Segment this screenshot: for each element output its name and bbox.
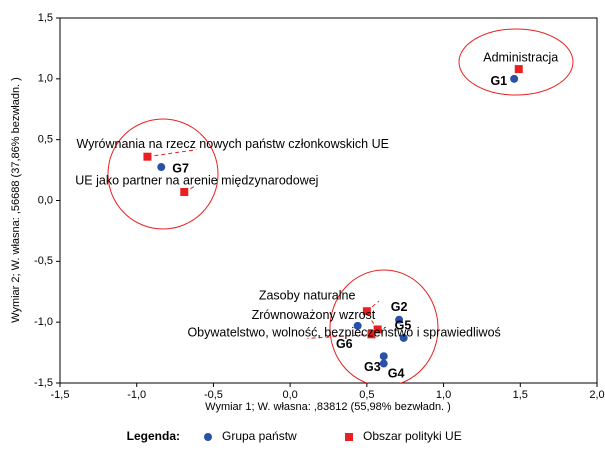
point-label: G4 bbox=[388, 367, 405, 381]
point-label: G1 bbox=[490, 74, 507, 88]
point-label: G2 bbox=[391, 300, 408, 314]
point-label: Wyrównania na rzecz nowych państw członk… bbox=[76, 137, 389, 151]
legend-title: Legenda: bbox=[127, 429, 180, 443]
x-tick-label: -1,0 bbox=[127, 389, 146, 401]
y-tick-label: -1,5 bbox=[34, 377, 53, 389]
point-label: UE jako partner na arenie międzynarodowe… bbox=[75, 173, 318, 187]
leader-line bbox=[147, 149, 197, 158]
y-tick-label: 1,5 bbox=[38, 12, 53, 24]
legend-marker bbox=[345, 433, 353, 441]
point bbox=[180, 187, 189, 196]
cluster-ellipse bbox=[107, 118, 219, 230]
x-tick-label: 0,5 bbox=[359, 389, 374, 401]
point bbox=[157, 163, 166, 172]
y-tick-label: -0,5 bbox=[34, 255, 53, 267]
point bbox=[362, 307, 371, 316]
x-tick-label: 2,0 bbox=[589, 389, 604, 401]
y-tick-label: 1,0 bbox=[38, 73, 53, 85]
legend-label: Obszar polityki UE bbox=[363, 429, 462, 443]
point-label: Zasoby naturalne bbox=[259, 289, 356, 303]
point-label: G3 bbox=[364, 360, 381, 374]
point-label: Administracja bbox=[483, 50, 558, 64]
x-tick-label: 0,0 bbox=[282, 389, 297, 401]
point-label: G7 bbox=[172, 161, 189, 175]
x-tick-label: -0,5 bbox=[204, 389, 223, 401]
point bbox=[399, 333, 408, 342]
y-tick-label: 0,5 bbox=[38, 134, 53, 146]
point bbox=[510, 74, 519, 83]
point bbox=[379, 359, 388, 368]
y-axis-label: Wymiar 2; W. własna: ,56688 (37,86% bezw… bbox=[10, 77, 22, 323]
point bbox=[373, 325, 382, 334]
point bbox=[379, 352, 388, 361]
point bbox=[143, 152, 152, 161]
point-label: Zrównoważony wzrost bbox=[252, 308, 376, 322]
plot-frame bbox=[59, 17, 598, 384]
points: G1 G7 G2 G5 G6 G4 G3 Administracja Wyrównania na… bbox=[75, 50, 558, 380]
x-tick-label: -1,5 bbox=[51, 389, 70, 401]
legend-marker bbox=[204, 433, 212, 441]
point-label: G5 bbox=[395, 318, 412, 332]
point-label: Obywatelstwo, wolność, bezpieczeństwo i … bbox=[187, 326, 500, 340]
point bbox=[514, 65, 523, 74]
legend-label: Grupa państw bbox=[222, 429, 297, 443]
cluster-ellipse bbox=[329, 269, 439, 383]
x-tick-label: 1,5 bbox=[513, 389, 528, 401]
point bbox=[395, 315, 404, 324]
y-tick-label: -1,0 bbox=[34, 316, 53, 328]
leader-line bbox=[307, 333, 372, 339]
x-axis-label: Wymiar 1; W. własna: ,83812 (55,98% bezw… bbox=[205, 401, 451, 413]
x-tick-label: 1,0 bbox=[436, 389, 451, 401]
point bbox=[367, 330, 376, 339]
cluster-ellipse bbox=[458, 28, 574, 96]
y-tick-label: 0,0 bbox=[38, 194, 53, 206]
point bbox=[353, 321, 362, 330]
point-label: G6 bbox=[336, 337, 353, 351]
